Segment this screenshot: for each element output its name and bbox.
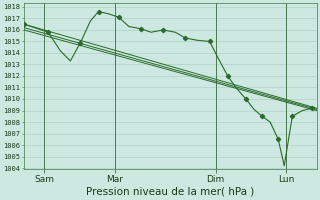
X-axis label: Pression niveau de la mer( hPa ): Pression niveau de la mer( hPa ) [86, 187, 254, 197]
